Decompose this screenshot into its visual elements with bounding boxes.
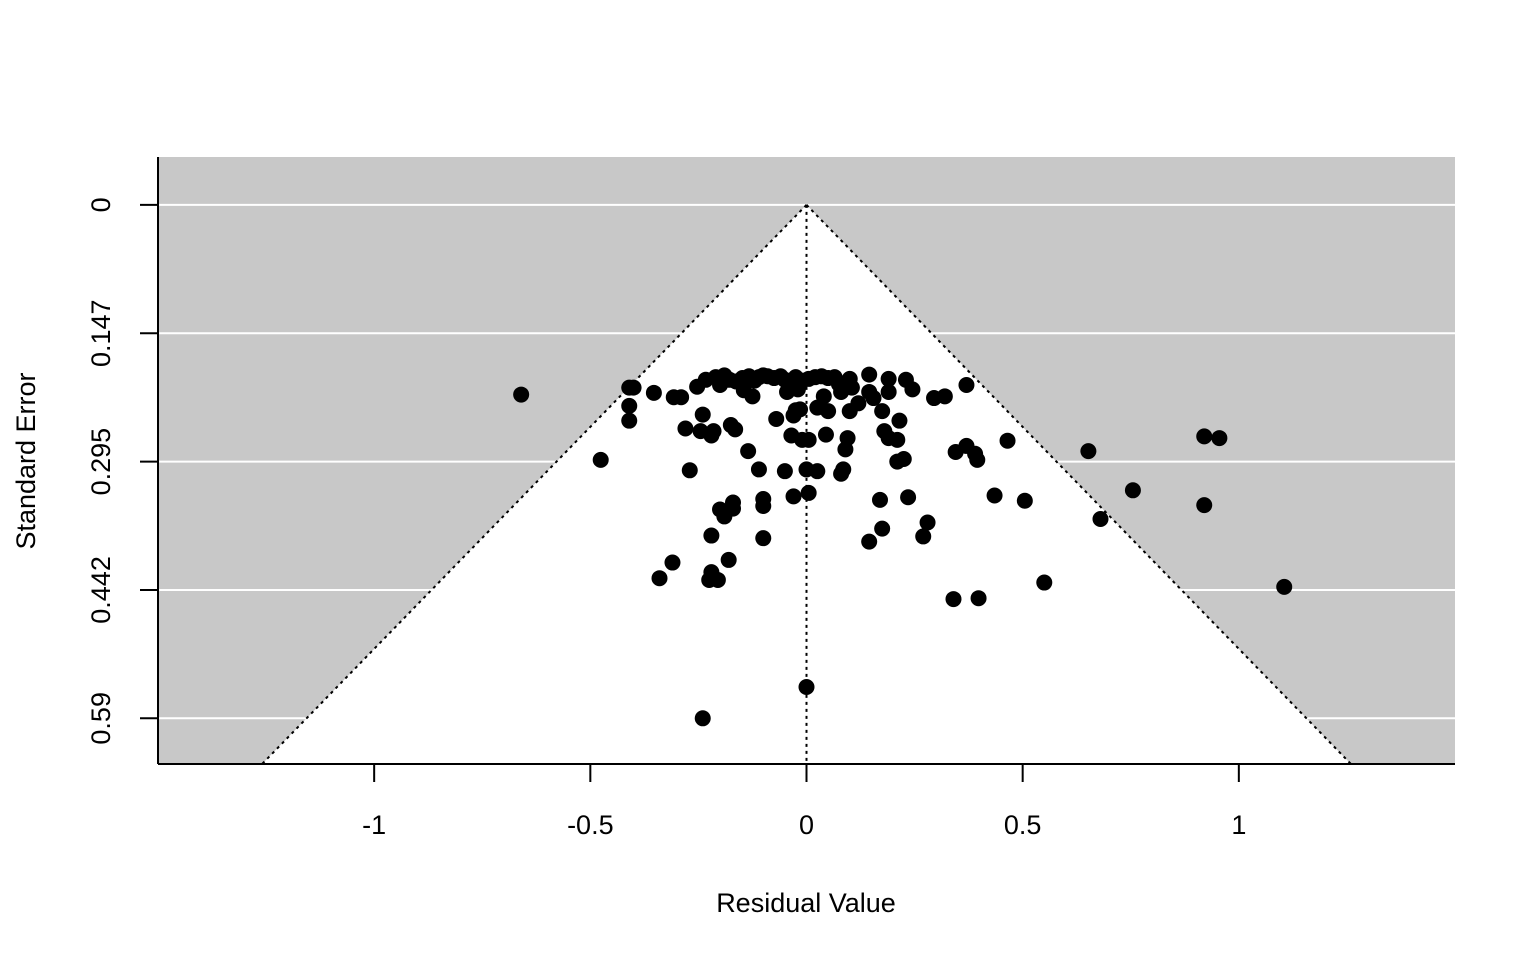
data-point	[513, 386, 530, 403]
data-point	[703, 527, 720, 544]
data-point	[716, 508, 733, 525]
data-point	[900, 489, 917, 506]
data-point	[874, 403, 891, 420]
data-point	[889, 453, 906, 470]
data-point	[705, 423, 722, 440]
data-point	[744, 388, 761, 405]
data-point	[861, 533, 878, 550]
data-point	[833, 383, 850, 400]
data-point	[625, 379, 642, 396]
data-point	[904, 381, 921, 398]
data-point	[1276, 578, 1293, 595]
data-point	[817, 426, 834, 443]
data-point	[880, 370, 897, 387]
data-point	[740, 443, 757, 460]
y-tick-label: 0.295	[86, 428, 116, 496]
data-point	[621, 397, 638, 414]
data-point	[727, 421, 744, 438]
data-point	[709, 571, 726, 588]
data-point	[936, 388, 953, 405]
x-tick-label: -1	[362, 810, 386, 840]
y-axis-label: Standard Error	[11, 372, 41, 549]
data-point	[645, 384, 662, 401]
data-point	[865, 390, 882, 407]
data-point	[798, 678, 815, 695]
y-tick-label: 0	[86, 197, 116, 212]
data-point	[833, 465, 850, 482]
data-point	[999, 432, 1016, 449]
data-point	[651, 570, 668, 587]
data-point	[820, 403, 837, 420]
data-point	[969, 451, 986, 468]
data-point	[871, 491, 888, 508]
data-point	[621, 412, 638, 429]
funnel-interior	[262, 204, 1351, 765]
y-tick-label: 0.59	[86, 692, 116, 745]
data-point	[673, 389, 690, 406]
y-tick-label: 0.442	[86, 556, 116, 624]
x-axis-label: Residual Value	[716, 888, 896, 918]
data-point	[694, 710, 711, 727]
data-point	[785, 488, 802, 505]
x-tick-label: -0.5	[567, 810, 614, 840]
data-point	[1036, 574, 1053, 591]
x-tick-label: 0	[799, 810, 814, 840]
data-point	[880, 383, 897, 400]
data-point	[837, 441, 854, 458]
x-tick-label: 1	[1231, 810, 1246, 840]
data-point	[750, 461, 767, 478]
data-point	[874, 520, 891, 537]
data-point	[970, 590, 987, 607]
data-point	[841, 403, 858, 420]
data-point	[945, 591, 962, 608]
data-point	[1196, 428, 1213, 445]
data-point	[755, 497, 772, 514]
data-point	[919, 514, 936, 531]
data-point	[592, 451, 609, 468]
data-point	[1196, 497, 1213, 514]
data-point	[712, 377, 729, 394]
data-point	[755, 530, 772, 547]
data-point	[1092, 511, 1109, 528]
data-point	[800, 431, 817, 448]
data-point	[768, 410, 785, 427]
data-point	[800, 484, 817, 501]
data-point	[776, 463, 793, 480]
data-point	[681, 462, 698, 479]
data-point	[1080, 443, 1097, 460]
data-point	[986, 487, 1003, 504]
data-point	[889, 431, 906, 448]
data-point	[1016, 492, 1033, 509]
data-point	[809, 463, 826, 480]
data-point	[1211, 430, 1228, 447]
y-tick-label: 0.147	[86, 299, 116, 367]
data-point	[891, 412, 908, 429]
data-point	[958, 377, 975, 394]
data-point	[720, 551, 737, 568]
data-point	[792, 401, 809, 418]
data-point	[677, 420, 694, 437]
data-point	[915, 528, 932, 545]
data-point	[789, 381, 806, 398]
data-point	[664, 554, 681, 571]
data-point	[694, 406, 711, 423]
data-point	[1124, 482, 1141, 499]
data-point	[861, 366, 878, 383]
x-tick-label: 0.5	[1004, 810, 1042, 840]
